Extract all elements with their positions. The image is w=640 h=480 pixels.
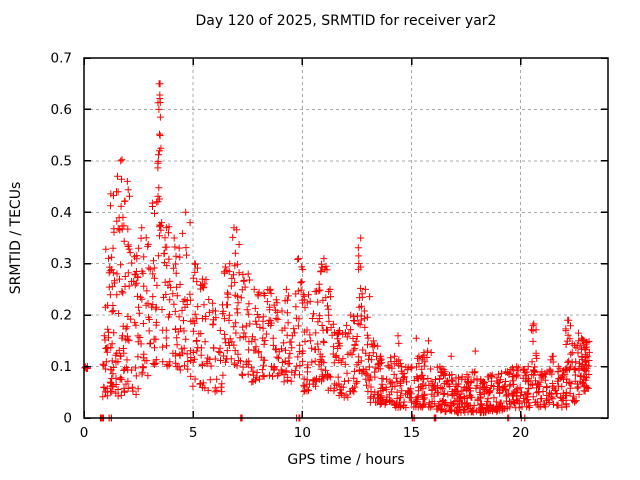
y-tick-label: 0.7 bbox=[51, 51, 72, 67]
plot-border bbox=[83, 57, 609, 419]
x-axis-label: GPS time / hours bbox=[287, 452, 405, 468]
y-tick-label: 0.5 bbox=[51, 153, 72, 169]
x-tick-label: 0 bbox=[80, 425, 89, 441]
y-tick-label: 0.3 bbox=[51, 256, 72, 272]
y-tick-label: 0.2 bbox=[51, 308, 72, 324]
y-tick-label: 0 bbox=[63, 411, 72, 427]
x-tick-label: 5 bbox=[189, 425, 198, 441]
x-tick-label: 20 bbox=[512, 425, 529, 441]
x-tick-label: 15 bbox=[403, 425, 420, 441]
x-tick-label: 10 bbox=[294, 425, 311, 441]
y-tick-label: 0.6 bbox=[51, 102, 72, 118]
chart-title: Day 120 of 2025, SRMTID for receiver yar… bbox=[195, 13, 497, 29]
y-tick-label: 0.1 bbox=[51, 359, 72, 375]
y-tick-label: 0.4 bbox=[51, 205, 72, 221]
data-points-path bbox=[81, 80, 593, 422]
